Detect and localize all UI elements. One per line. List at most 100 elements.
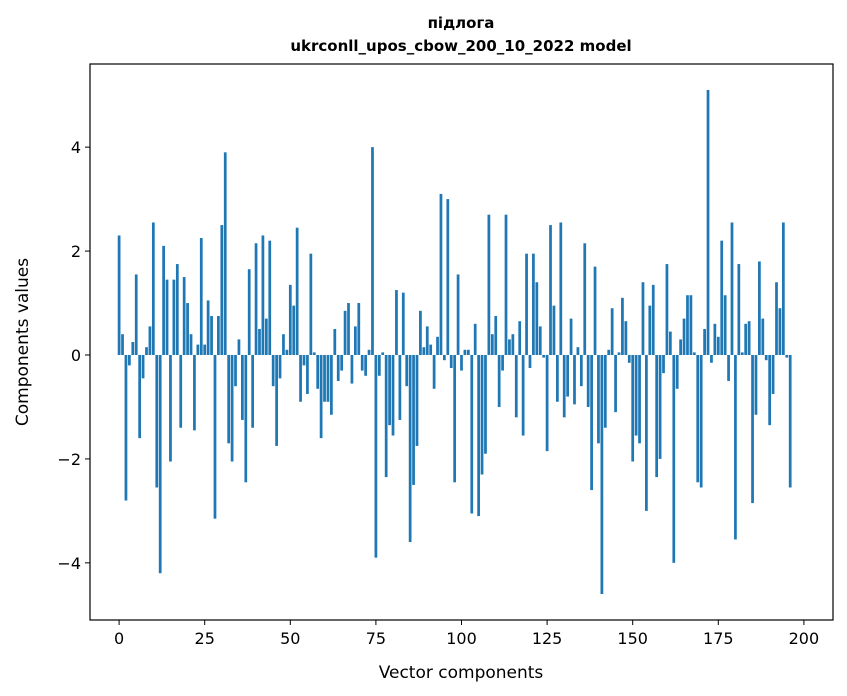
bar xyxy=(734,354,737,540)
bar xyxy=(573,354,576,405)
bar xyxy=(360,354,364,371)
bar xyxy=(189,334,193,355)
bar xyxy=(343,310,347,355)
bar xyxy=(682,318,686,355)
bar xyxy=(292,305,296,355)
x-axis-ticks: 0 25 50 75 100 125 150 175 200 xyxy=(114,620,819,648)
bar xyxy=(206,300,210,355)
bar xyxy=(597,354,600,444)
bar xyxy=(617,352,621,355)
y-axis-label: Components values xyxy=(13,258,33,426)
bar xyxy=(610,308,614,355)
bar xyxy=(521,354,525,436)
bar xyxy=(415,354,419,446)
bar xyxy=(511,334,515,355)
bar xyxy=(217,316,220,355)
bar xyxy=(199,238,203,355)
x-tick-label: 125 xyxy=(532,629,563,648)
bar xyxy=(340,354,344,371)
bar xyxy=(518,321,522,355)
bar xyxy=(405,354,409,387)
bar xyxy=(556,354,559,402)
bar xyxy=(593,266,597,355)
bar xyxy=(689,295,693,355)
bar xyxy=(330,354,333,415)
bar xyxy=(247,269,251,355)
bar xyxy=(525,253,528,355)
bar xyxy=(299,354,302,402)
bar xyxy=(692,352,696,355)
bar xyxy=(364,354,367,376)
bar xyxy=(466,349,470,355)
bar xyxy=(449,354,453,368)
bar xyxy=(703,329,706,355)
bar xyxy=(121,334,124,355)
bar xyxy=(744,323,748,355)
bar xyxy=(295,227,299,355)
bar xyxy=(309,253,313,355)
bar xyxy=(367,349,371,355)
bar xyxy=(158,354,162,574)
bar xyxy=(316,354,320,389)
bar xyxy=(614,354,617,413)
bar xyxy=(432,354,436,389)
bar xyxy=(193,354,196,431)
bar xyxy=(244,354,248,483)
bar xyxy=(514,354,518,418)
bar xyxy=(145,347,148,355)
bar xyxy=(439,193,443,355)
bar xyxy=(675,354,679,389)
x-tick-label: 200 xyxy=(789,629,820,648)
bar xyxy=(384,354,388,478)
bar xyxy=(648,305,652,355)
bar xyxy=(576,347,580,355)
bar xyxy=(665,264,669,355)
bar xyxy=(542,354,546,358)
bar xyxy=(470,354,474,514)
bar xyxy=(374,354,378,558)
bar xyxy=(730,222,734,355)
bar xyxy=(569,318,573,355)
bar xyxy=(234,354,237,387)
bar-series xyxy=(117,89,792,595)
bar xyxy=(306,354,309,394)
bar xyxy=(716,336,720,355)
bar xyxy=(727,354,730,381)
bar xyxy=(778,308,782,355)
bar xyxy=(768,354,772,426)
bar xyxy=(549,225,552,355)
bar xyxy=(480,354,484,475)
bar xyxy=(186,303,189,355)
bar xyxy=(258,329,261,355)
plot-frame xyxy=(89,63,834,621)
bar xyxy=(583,243,587,355)
bar xyxy=(699,354,703,488)
bar xyxy=(282,334,285,355)
bar xyxy=(771,354,775,394)
bar xyxy=(408,354,412,543)
bar xyxy=(172,279,176,355)
bar xyxy=(268,240,272,355)
bar xyxy=(477,354,480,517)
x-tick-label: 0 xyxy=(114,629,124,648)
bar xyxy=(251,354,255,428)
bar xyxy=(600,354,604,595)
bar xyxy=(535,282,539,355)
bar xyxy=(124,354,128,501)
bar xyxy=(151,222,155,355)
bar xyxy=(377,354,381,376)
bar xyxy=(323,354,326,402)
bar xyxy=(785,354,789,358)
bar xyxy=(781,222,785,355)
bar xyxy=(353,326,357,355)
bar xyxy=(436,336,439,355)
bar xyxy=(128,354,131,366)
bar xyxy=(371,147,374,355)
bar xyxy=(504,214,508,355)
x-tick-label: 50 xyxy=(280,629,300,648)
bar xyxy=(412,354,415,485)
bar xyxy=(419,310,422,355)
bar xyxy=(566,354,570,397)
bar xyxy=(175,264,179,355)
bar xyxy=(131,342,135,355)
